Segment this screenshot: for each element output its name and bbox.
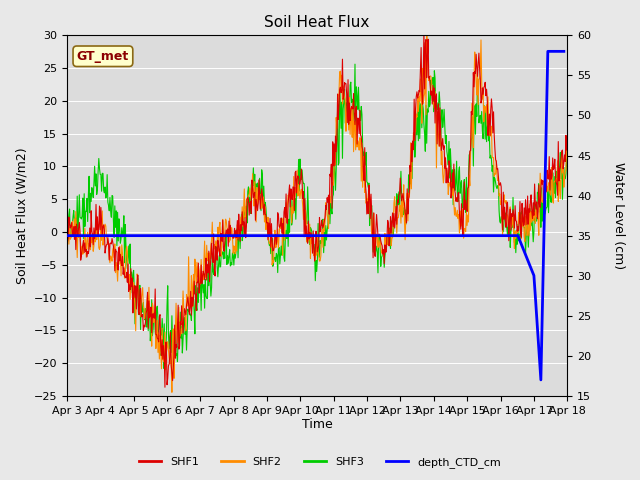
Text: GT_met: GT_met — [77, 50, 129, 63]
Y-axis label: Water Level (cm): Water Level (cm) — [612, 162, 625, 269]
X-axis label: Time: Time — [301, 419, 332, 432]
Y-axis label: Soil Heat Flux (W/m2): Soil Heat Flux (W/m2) — [15, 147, 28, 284]
Legend: SHF1, SHF2, SHF3, depth_CTD_cm: SHF1, SHF2, SHF3, depth_CTD_cm — [135, 452, 505, 472]
Title: Soil Heat Flux: Soil Heat Flux — [264, 15, 370, 30]
